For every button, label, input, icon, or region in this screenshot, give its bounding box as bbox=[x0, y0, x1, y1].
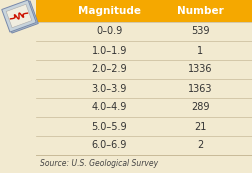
Polygon shape bbox=[4, 1, 38, 33]
Bar bbox=[0, 0, 42, 173]
Text: 2.0–2.9: 2.0–2.9 bbox=[92, 65, 127, 75]
Text: 6.0–6.9: 6.0–6.9 bbox=[92, 140, 127, 151]
Polygon shape bbox=[6, 4, 32, 28]
Text: 5.0–5.9: 5.0–5.9 bbox=[92, 121, 127, 131]
Text: Number: Number bbox=[177, 6, 224, 16]
Text: 539: 539 bbox=[191, 26, 209, 37]
Text: 4.0–4.9: 4.0–4.9 bbox=[92, 102, 127, 112]
Text: 1: 1 bbox=[197, 45, 203, 56]
Text: 2: 2 bbox=[197, 140, 203, 151]
Text: 1.0–1.9: 1.0–1.9 bbox=[92, 45, 127, 56]
Text: Source: U.S. Geological Survey: Source: U.S. Geological Survey bbox=[40, 160, 158, 169]
Polygon shape bbox=[2, 0, 36, 32]
Text: 0–0.9: 0–0.9 bbox=[96, 26, 122, 37]
Text: 1363: 1363 bbox=[188, 84, 212, 93]
Bar bbox=[36, 0, 252, 22]
Text: 3.0–3.9: 3.0–3.9 bbox=[92, 84, 127, 93]
Text: 1336: 1336 bbox=[188, 65, 212, 75]
Text: Magnitude: Magnitude bbox=[78, 6, 141, 16]
Text: 289: 289 bbox=[191, 102, 209, 112]
Text: 21: 21 bbox=[194, 121, 206, 131]
